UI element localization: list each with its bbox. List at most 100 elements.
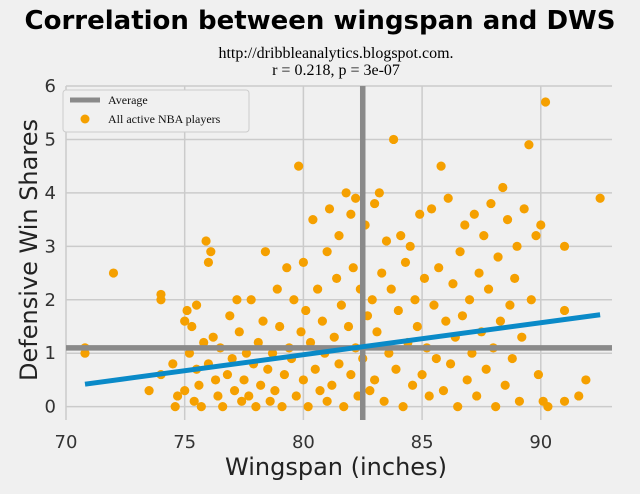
data-point [424, 391, 434, 401]
data-point [559, 241, 570, 251]
data-point [415, 209, 425, 219]
data-point [187, 321, 197, 332]
data-point [498, 182, 508, 193]
data-point [332, 273, 342, 283]
data-point [189, 396, 199, 406]
data-point [510, 273, 520, 283]
data-point [517, 332, 527, 342]
data-point [483, 284, 494, 294]
data-point [448, 279, 458, 289]
data-point [199, 337, 209, 348]
data-point [168, 359, 178, 369]
data-point [398, 402, 408, 412]
data-point [540, 97, 551, 107]
data-point [237, 396, 247, 406]
data-point [405, 241, 415, 251]
data-point [343, 321, 354, 332]
data-point [251, 402, 261, 412]
data-point [481, 364, 491, 374]
y-axis-label: Defensive Win Shares [15, 119, 43, 381]
data-point [533, 369, 544, 380]
legend: Average All active NBA players [62, 89, 250, 133]
data-point [443, 193, 453, 203]
data-point [313, 284, 323, 294]
data-point [384, 348, 394, 358]
data-point [263, 364, 273, 374]
data-point [229, 386, 240, 396]
data-point [334, 231, 344, 241]
data-point [218, 402, 228, 412]
data-point [253, 337, 263, 348]
y-tick-label: 6 [45, 76, 56, 97]
data-point [339, 402, 349, 412]
data-point [194, 380, 204, 390]
data-point [379, 396, 389, 406]
data-point [581, 375, 591, 385]
data-point [336, 300, 346, 310]
data-point [400, 257, 411, 267]
data-point [429, 300, 439, 310]
data-point [514, 396, 525, 406]
x-tick-label: 70 [55, 432, 78, 453]
data-point [377, 268, 387, 278]
data-point [341, 188, 351, 198]
x-tick-label: 80 [292, 432, 315, 453]
data-point [491, 402, 501, 412]
legend-players-swatch [80, 114, 90, 124]
data-point [407, 380, 418, 390]
data-point [282, 263, 292, 273]
data-point [317, 316, 327, 326]
data-point [431, 353, 441, 364]
x-axis-label: Wingspan (inches) [225, 453, 447, 481]
data-point [505, 300, 515, 310]
data-point [393, 305, 403, 316]
data-point [559, 396, 570, 406]
data-point [351, 193, 361, 203]
data-point [438, 386, 449, 396]
data-point [305, 337, 316, 348]
data-point [417, 369, 427, 380]
data-point [201, 236, 211, 246]
data-point [241, 348, 252, 358]
data-point [370, 375, 380, 385]
data-point [184, 348, 195, 358]
data-point [453, 402, 463, 412]
reference-lines [66, 86, 612, 420]
data-point [222, 369, 233, 380]
data-point [206, 247, 216, 257]
y-tick-label: 0 [45, 397, 56, 418]
data-point [213, 391, 223, 401]
y-tick-label: 2 [45, 290, 56, 311]
data-point [441, 316, 451, 326]
data-point [291, 391, 301, 401]
data-point [419, 273, 430, 283]
data-point [507, 353, 517, 364]
data-point [436, 161, 446, 171]
data-point [519, 204, 529, 214]
data-point [303, 402, 313, 412]
data-point [460, 220, 470, 230]
data-point [396, 231, 406, 241]
chart-title: Correlation between wingspan and DWS [25, 6, 616, 36]
data-point [329, 332, 339, 342]
data-point [296, 327, 306, 337]
data-point [227, 353, 237, 364]
data-point [315, 386, 325, 396]
y-tick-label: 1 [45, 343, 56, 364]
data-point [210, 375, 221, 385]
x-tick-label: 85 [411, 432, 434, 453]
y-tick-label: 4 [45, 183, 56, 204]
data-point [334, 359, 344, 369]
data-point [434, 263, 444, 273]
data-point [225, 311, 235, 321]
data-point [372, 327, 382, 337]
x-tick-label: 75 [173, 432, 196, 453]
data-point [301, 305, 311, 316]
data-point [275, 321, 285, 332]
data-point [536, 220, 546, 230]
data-point [322, 396, 332, 406]
data-point [531, 231, 541, 241]
data-point [267, 348, 278, 358]
data-point [391, 364, 401, 374]
data-point [346, 369, 356, 380]
